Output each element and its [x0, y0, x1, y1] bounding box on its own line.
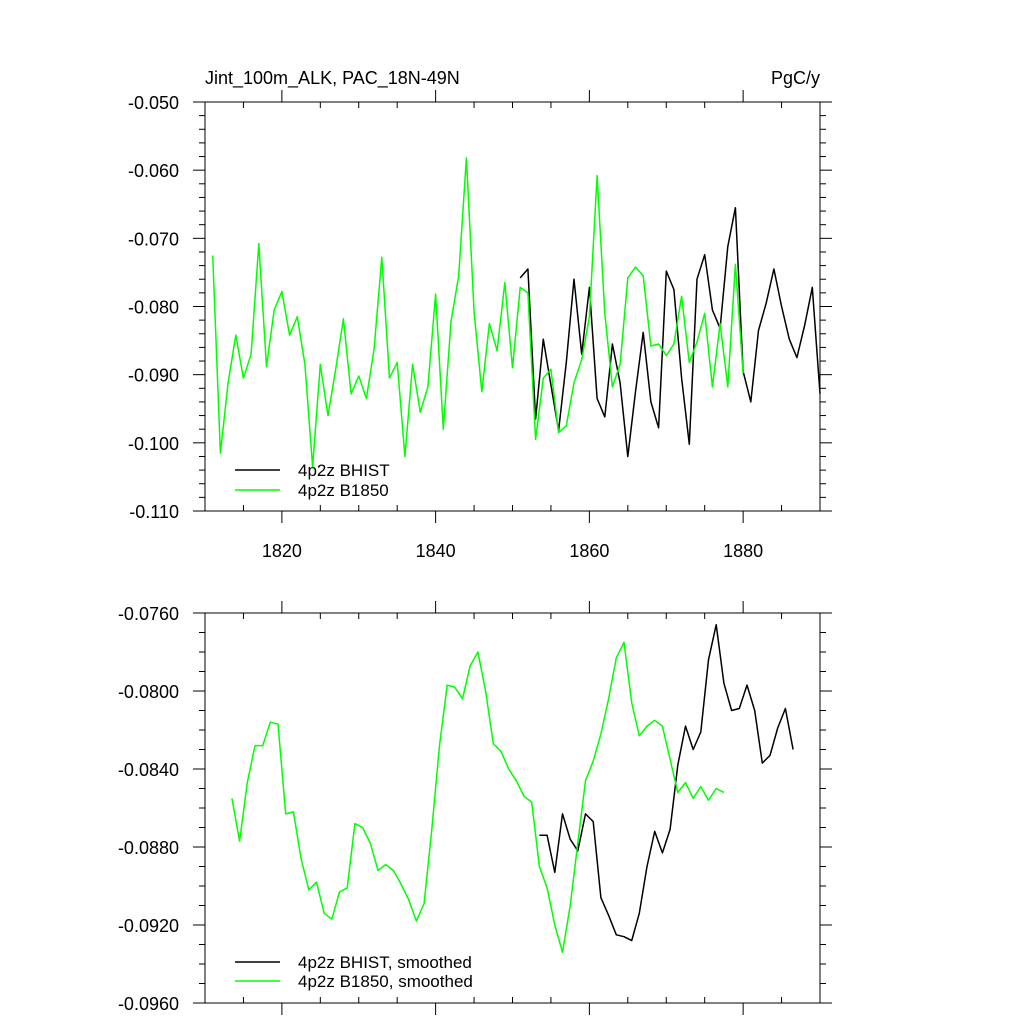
y-tick-label: -0.090 — [128, 366, 179, 386]
bottom-plot-frame — [204, 612, 821, 1004]
top-legend-label-b1850: 4p2z B1850 — [298, 481, 389, 500]
series-line-bhist — [539, 623, 794, 942]
y-tick-label: -0.0840 — [118, 760, 179, 780]
y-tick-label: -0.050 — [128, 93, 179, 113]
y-tick-label: -0.0880 — [118, 838, 179, 858]
top-chart-units: PgC/y — [771, 68, 820, 88]
top-axis-ticks: 1820 1840 1860 1880 -0.050 -0.060 -0.070 -0.080… — [128, 90, 832, 561]
y-tick-label: -0.080 — [128, 298, 179, 318]
series-line-b1850 — [231, 641, 725, 954]
series-line-bhist — [519, 206, 821, 458]
bottom-legend-label-bhist: 4p2z BHIST, smoothed — [298, 953, 472, 972]
top-chart-title: Jint_100m_ALK, PAC_18N-49N — [205, 68, 460, 89]
y-tick-label: -0.0960 — [118, 994, 179, 1014]
bottom-axis-ticks: -0.0760 -0.0800 -0.0840 -0.0880 -0.0920 -0.09… — [118, 601, 832, 1015]
y-tick-label: -0.0760 — [118, 604, 179, 624]
y-tick-label: -0.0800 — [118, 682, 179, 702]
series-line-b1850 — [211, 157, 744, 468]
y-tick-label: -0.060 — [128, 161, 179, 181]
y-tick-label: -0.0920 — [118, 916, 179, 936]
x-tick-label: 1860 — [569, 541, 609, 561]
top-plot-frame — [204, 101, 821, 512]
bottom-legend-label-b1850: 4p2z B1850, smoothed — [298, 972, 473, 991]
top-series-group — [211, 157, 821, 468]
y-tick-label: -0.100 — [128, 434, 179, 454]
y-tick-label: -0.070 — [128, 229, 179, 249]
bottom-panel: -0.0760 -0.0800 -0.0840 -0.0880 -0.0920 -0.09… — [118, 601, 832, 1015]
y-tick-label: -0.110 — [129, 502, 179, 522]
x-tick-label: 1820 — [262, 541, 302, 561]
top-panel: Jint_100m_ALK, PAC_18N-49N PgC/y 1820 184… — [128, 68, 832, 561]
top-legend: 4p2z BHIST 4p2z B1850 — [235, 461, 390, 500]
bottom-legend: 4p2z BHIST, smoothed 4p2z B1850, smoothe… — [235, 953, 473, 991]
x-tick-label: 1840 — [416, 541, 456, 561]
x-tick-label: 1880 — [723, 541, 763, 561]
top-legend-label-bhist: 4p2z BHIST — [298, 461, 390, 480]
bottom-series-group — [231, 623, 794, 954]
